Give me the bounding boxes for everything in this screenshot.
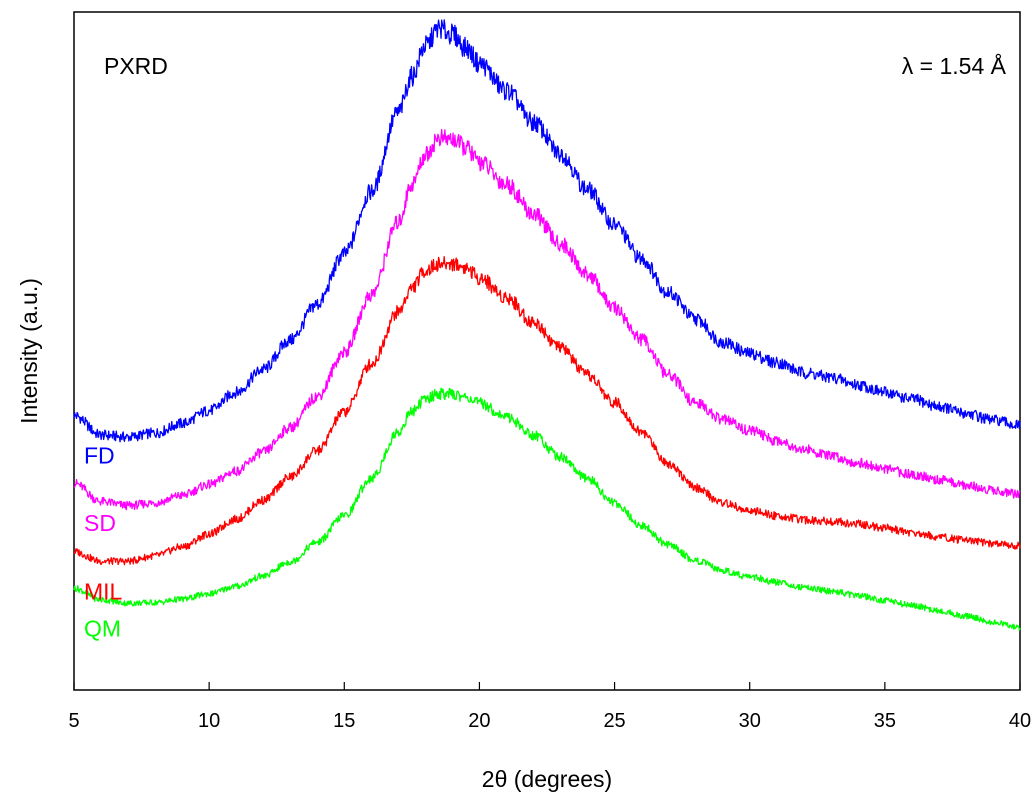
x-tick-label: 5 bbox=[68, 710, 79, 732]
x-tick-label: 40 bbox=[1009, 710, 1031, 732]
x-tick-layer: 5 10 15 20 25 30 35 40 bbox=[68, 682, 1031, 732]
annotation-top-left: PXRD bbox=[104, 53, 168, 79]
x-tick-label: 30 bbox=[739, 710, 761, 732]
series-label-layer: FD SD MIL QM bbox=[84, 442, 123, 641]
series-layer bbox=[73, 19, 1021, 631]
y-axis-title: Intensity (a.u.) bbox=[16, 278, 42, 424]
series-label-mil: MIL bbox=[84, 579, 123, 605]
x-tick-label: 10 bbox=[198, 710, 220, 732]
series-label-qm: QM bbox=[84, 615, 121, 641]
series-line-mil bbox=[73, 255, 1021, 566]
series-line-sd bbox=[73, 128, 1021, 511]
series-line-qm bbox=[73, 387, 1021, 631]
x-axis-title: 2θ (degrees) bbox=[482, 766, 612, 792]
series-line-fd bbox=[73, 19, 1021, 443]
x-tick-label: 35 bbox=[874, 710, 896, 732]
series-label-sd: SD bbox=[84, 510, 116, 536]
x-tick-label: 15 bbox=[333, 710, 355, 732]
x-tick-label: 25 bbox=[603, 710, 625, 732]
annotation-top-right: λ = 1.54 Å bbox=[902, 52, 1007, 79]
x-tick-label: 20 bbox=[468, 710, 490, 732]
plot-frame bbox=[73, 11, 1021, 691]
series-label-fd: FD bbox=[84, 442, 115, 468]
